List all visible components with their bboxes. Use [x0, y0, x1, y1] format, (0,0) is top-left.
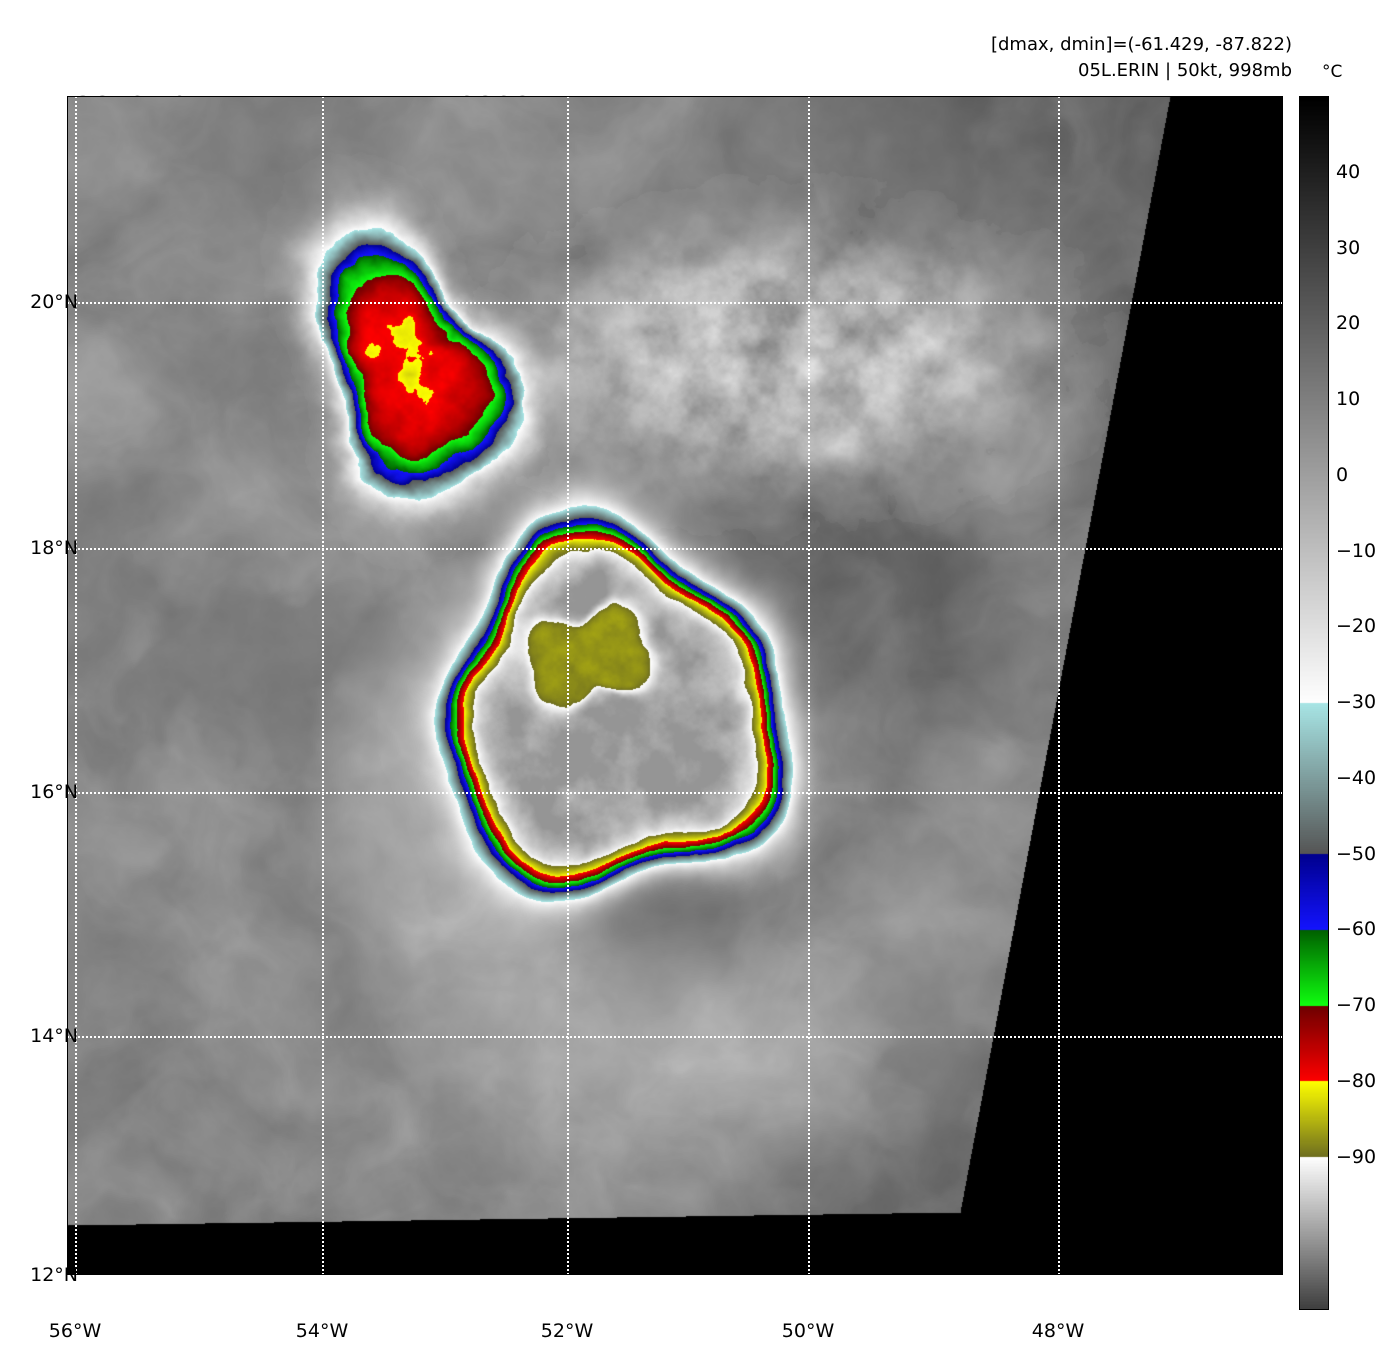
colorbar[interactable] — [1299, 96, 1329, 1310]
lat-tick-label-2: 16°N — [30, 781, 78, 803]
colorbar-tick-5: −10 — [1336, 539, 1377, 562]
gridline-lat — [67, 548, 1283, 550]
gridline-lon — [1058, 96, 1060, 1275]
storm-info-readout: 05L.ERIN | 50kt, 998mb — [1078, 60, 1292, 81]
colorbar-tick-4: 0 — [1336, 463, 1349, 486]
gridline-lat — [67, 302, 1283, 304]
lon-tick-label-4: 48°W — [1031, 1320, 1085, 1342]
satellite-image-plot[interactable]: Copyright © 2020-2025 Dapiya — [67, 96, 1283, 1275]
colorbar-tick-3: 10 — [1336, 388, 1361, 410]
colorbar-tick-2: 20 — [1336, 312, 1361, 335]
header-metadata: [dmax, dmin]=(-61.429, -87.822) 05L.ERIN… — [991, 32, 1292, 84]
gridline-lon — [567, 96, 569, 1275]
colorbar-tick-8: −40 — [1336, 766, 1377, 789]
colorbar-tick-7: −30 — [1336, 691, 1377, 713]
lat-tick-label-4: 12°N — [30, 1264, 78, 1286]
gridline-lat — [67, 1036, 1283, 1038]
infrared-satellite-canvas — [67, 96, 1283, 1275]
gridline-lon — [75, 96, 77, 1275]
colorbar-tick-11: −70 — [1336, 994, 1377, 1016]
dmax-dmin-readout: [dmax, dmin]=(-61.429, -87.822) — [990, 34, 1292, 55]
lon-tick-label-0: 56°W — [48, 1320, 102, 1342]
colorbar-tick-12: −80 — [1336, 1069, 1377, 1092]
colorbar-tick-9: −50 — [1336, 842, 1377, 865]
lon-tick-label-1: 54°W — [295, 1320, 349, 1342]
colorbar-tick-1: 30 — [1336, 236, 1361, 259]
colorbar-tick-13: −90 — [1336, 1145, 1377, 1168]
lon-tick-label-3: 50°W — [781, 1320, 835, 1342]
colorbar-gradient — [1300, 97, 1328, 1309]
colorbar-tick-10: −60 — [1336, 918, 1377, 941]
lat-tick-label-1: 18°N — [30, 537, 78, 559]
gridline-lat — [67, 792, 1283, 794]
lon-tick-label-2: 52°W — [540, 1320, 594, 1342]
gridline-lon — [322, 96, 324, 1275]
colorbar-unit-label: °C — [1322, 62, 1343, 82]
lat-tick-label-0: 20°N — [30, 291, 78, 313]
colorbar-tick-6: −20 — [1336, 615, 1377, 638]
gridline-lon — [808, 96, 810, 1275]
colorbar-tick-0: 40 — [1336, 160, 1361, 183]
lat-tick-label-3: 14°N — [30, 1025, 78, 1047]
